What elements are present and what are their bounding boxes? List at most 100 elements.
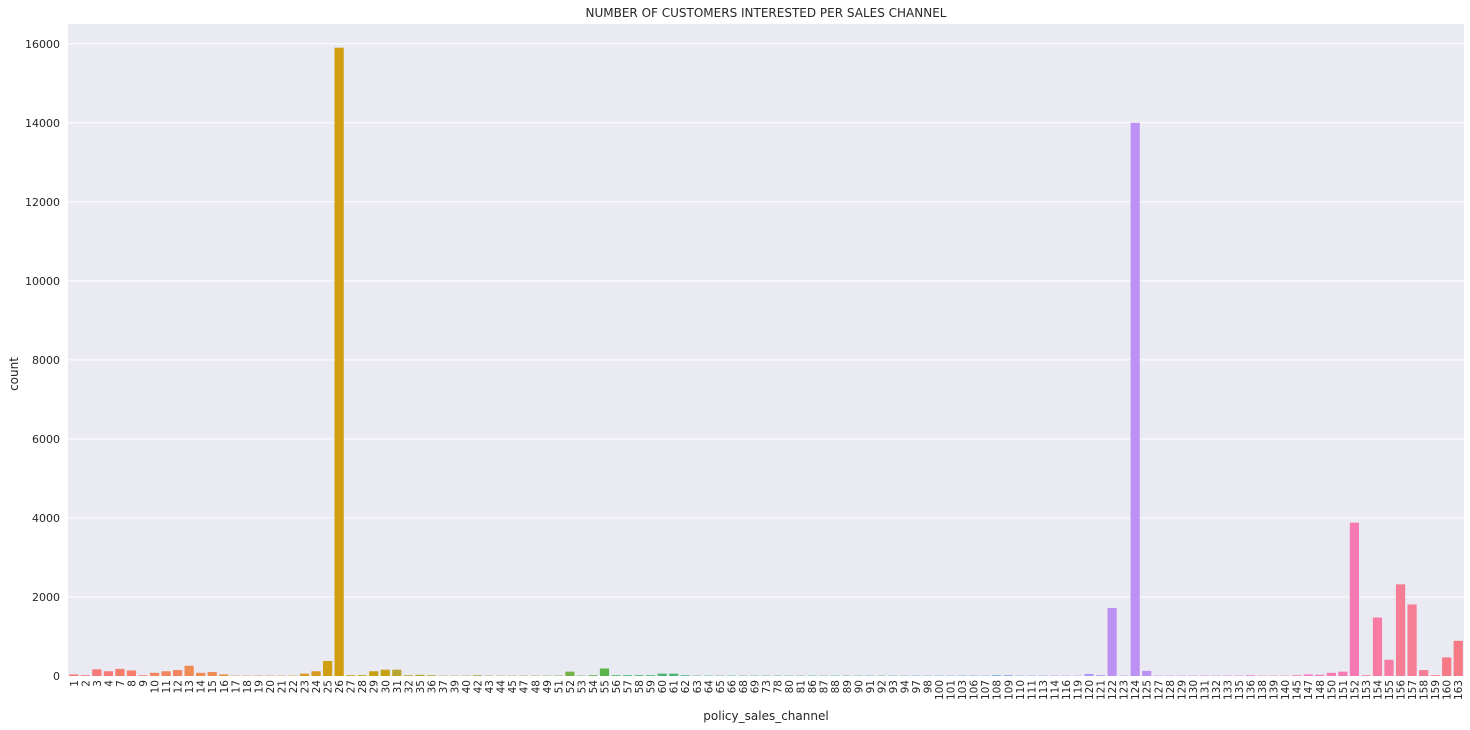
x-tick-label: 123 — [1119, 680, 1131, 700]
x-tick-label: 160 — [1442, 680, 1454, 700]
bar-156 — [1395, 584, 1406, 676]
bar-163 — [1453, 640, 1463, 676]
x-tick-label: 60 — [657, 680, 669, 693]
bar-58 — [634, 675, 644, 676]
x-tick-label: 139 — [1269, 680, 1281, 700]
bar-36 — [426, 675, 437, 676]
x-tick-label: 103 — [957, 680, 969, 700]
bar-122 — [1107, 608, 1117, 676]
x-tick-label: 19 — [253, 680, 265, 693]
x-tick-label: 65 — [715, 680, 727, 693]
x-tick-label: 32 — [403, 680, 415, 693]
y-tick-label: 12000 — [25, 196, 60, 209]
x-tick-label: 7 — [115, 680, 127, 687]
x-tick-label: 57 — [623, 680, 635, 693]
bar-2 — [80, 675, 90, 676]
x-tick-label: 157 — [1407, 680, 1419, 700]
x-tick-label: 13 — [184, 680, 196, 693]
bar-10 — [149, 672, 160, 676]
bar-31 — [392, 669, 402, 676]
bar-54 — [588, 675, 598, 676]
x-tick-label: 131 — [1199, 680, 1211, 700]
x-tick-label: 40 — [461, 680, 473, 693]
y-tick-label: 8000 — [32, 354, 60, 367]
x-tick-label: 129 — [1176, 680, 1188, 700]
x-tick-label: 101 — [946, 680, 958, 700]
x-axis-label: policy_sales_channel — [703, 709, 829, 723]
x-tick-label: 4 — [103, 680, 115, 687]
bar-30 — [380, 669, 390, 676]
bar-150 — [1326, 672, 1336, 676]
bar-157 — [1407, 604, 1417, 676]
x-tick-label: 58 — [634, 680, 646, 693]
x-tick-label: 98 — [923, 680, 935, 693]
y-tick-label: 0 — [53, 670, 60, 683]
x-tick-label: 49 — [542, 680, 554, 693]
x-tick-label: 108 — [992, 680, 1004, 700]
x-tick-label: 31 — [392, 680, 404, 693]
bar-124 — [1130, 122, 1140, 676]
x-tick-label: 36 — [426, 680, 438, 694]
x-tick-label: 54 — [588, 680, 600, 694]
bar-59 — [646, 675, 656, 676]
y-tick-label: 14000 — [25, 117, 60, 130]
x-tick-label: 135 — [1234, 680, 1246, 700]
bar-32 — [403, 675, 413, 676]
bar-14 — [196, 672, 206, 676]
x-tick-label: 111 — [1026, 680, 1038, 700]
x-tick-label: 14 — [196, 680, 208, 694]
x-tick-label: 55 — [599, 680, 611, 693]
x-tick-label: 106 — [969, 680, 981, 700]
bar-25 — [322, 660, 333, 676]
x-tick-label: 51 — [553, 680, 565, 693]
bar-125 — [1142, 670, 1152, 676]
bar-109 — [1003, 675, 1013, 676]
x-tick-label: 53 — [576, 680, 588, 693]
bar-147 — [1303, 674, 1313, 676]
bar-7 — [115, 668, 125, 676]
x-tick-label: 133 — [1222, 680, 1234, 700]
x-tick-label: 116 — [1061, 680, 1073, 700]
x-tick-label: 66 — [726, 680, 738, 694]
x-tick-label: 125 — [1142, 680, 1154, 700]
bar-57 — [622, 675, 633, 676]
x-tick-label: 87 — [819, 680, 831, 693]
bar-29 — [369, 671, 379, 676]
x-tick-label: 61 — [669, 680, 681, 693]
x-tick-label: 44 — [496, 680, 508, 694]
x-tick-label: 138 — [1257, 680, 1269, 700]
x-tick-label: 25 — [323, 680, 335, 693]
bar-158 — [1419, 670, 1429, 676]
y-tick-label: 16000 — [25, 38, 60, 51]
bar-152 — [1349, 522, 1360, 676]
x-tick-label: 163 — [1453, 680, 1465, 700]
bar-1 — [69, 674, 79, 676]
x-tick-label: 109 — [1003, 680, 1015, 700]
x-tick-label: 15 — [207, 680, 219, 693]
x-tick-label: 158 — [1419, 680, 1431, 700]
x-tick-label: 64 — [703, 680, 715, 694]
x-tick-label: 59 — [646, 680, 658, 693]
bar-151 — [1338, 671, 1348, 676]
bar-120 — [1084, 674, 1094, 676]
x-tick-label: 97 — [911, 680, 923, 693]
x-tick-label: 30 — [380, 680, 392, 693]
x-tick-label: 20 — [265, 680, 277, 693]
x-tick-label: 18 — [242, 680, 254, 693]
x-tick-label: 68 — [738, 680, 750, 693]
bar-26 — [334, 47, 344, 676]
bar-154 — [1372, 617, 1383, 676]
bar-3 — [92, 669, 102, 676]
bar-9 — [138, 675, 148, 676]
bar-153 — [1361, 675, 1371, 676]
y-tick-labels: 0 2000 4000 6000 8000 10000 12000 14000 16000 — [25, 38, 60, 683]
x-tick-label: 153 — [1361, 680, 1373, 700]
x-tick-label: 155 — [1384, 680, 1396, 700]
x-tick-labels: 1 2 3 4 7 8 9 10 11 12 13 14 15 16 17 18 19 20 21 22 23 24 25 2… — [69, 680, 1465, 700]
x-tick-label: 2 — [80, 680, 92, 687]
x-tick-label: 91 — [865, 680, 877, 693]
y-tick-label: 4000 — [32, 512, 60, 525]
x-tick-label: 23 — [300, 680, 312, 693]
x-tick-label: 28 — [357, 680, 369, 693]
bar-35 — [415, 674, 425, 676]
